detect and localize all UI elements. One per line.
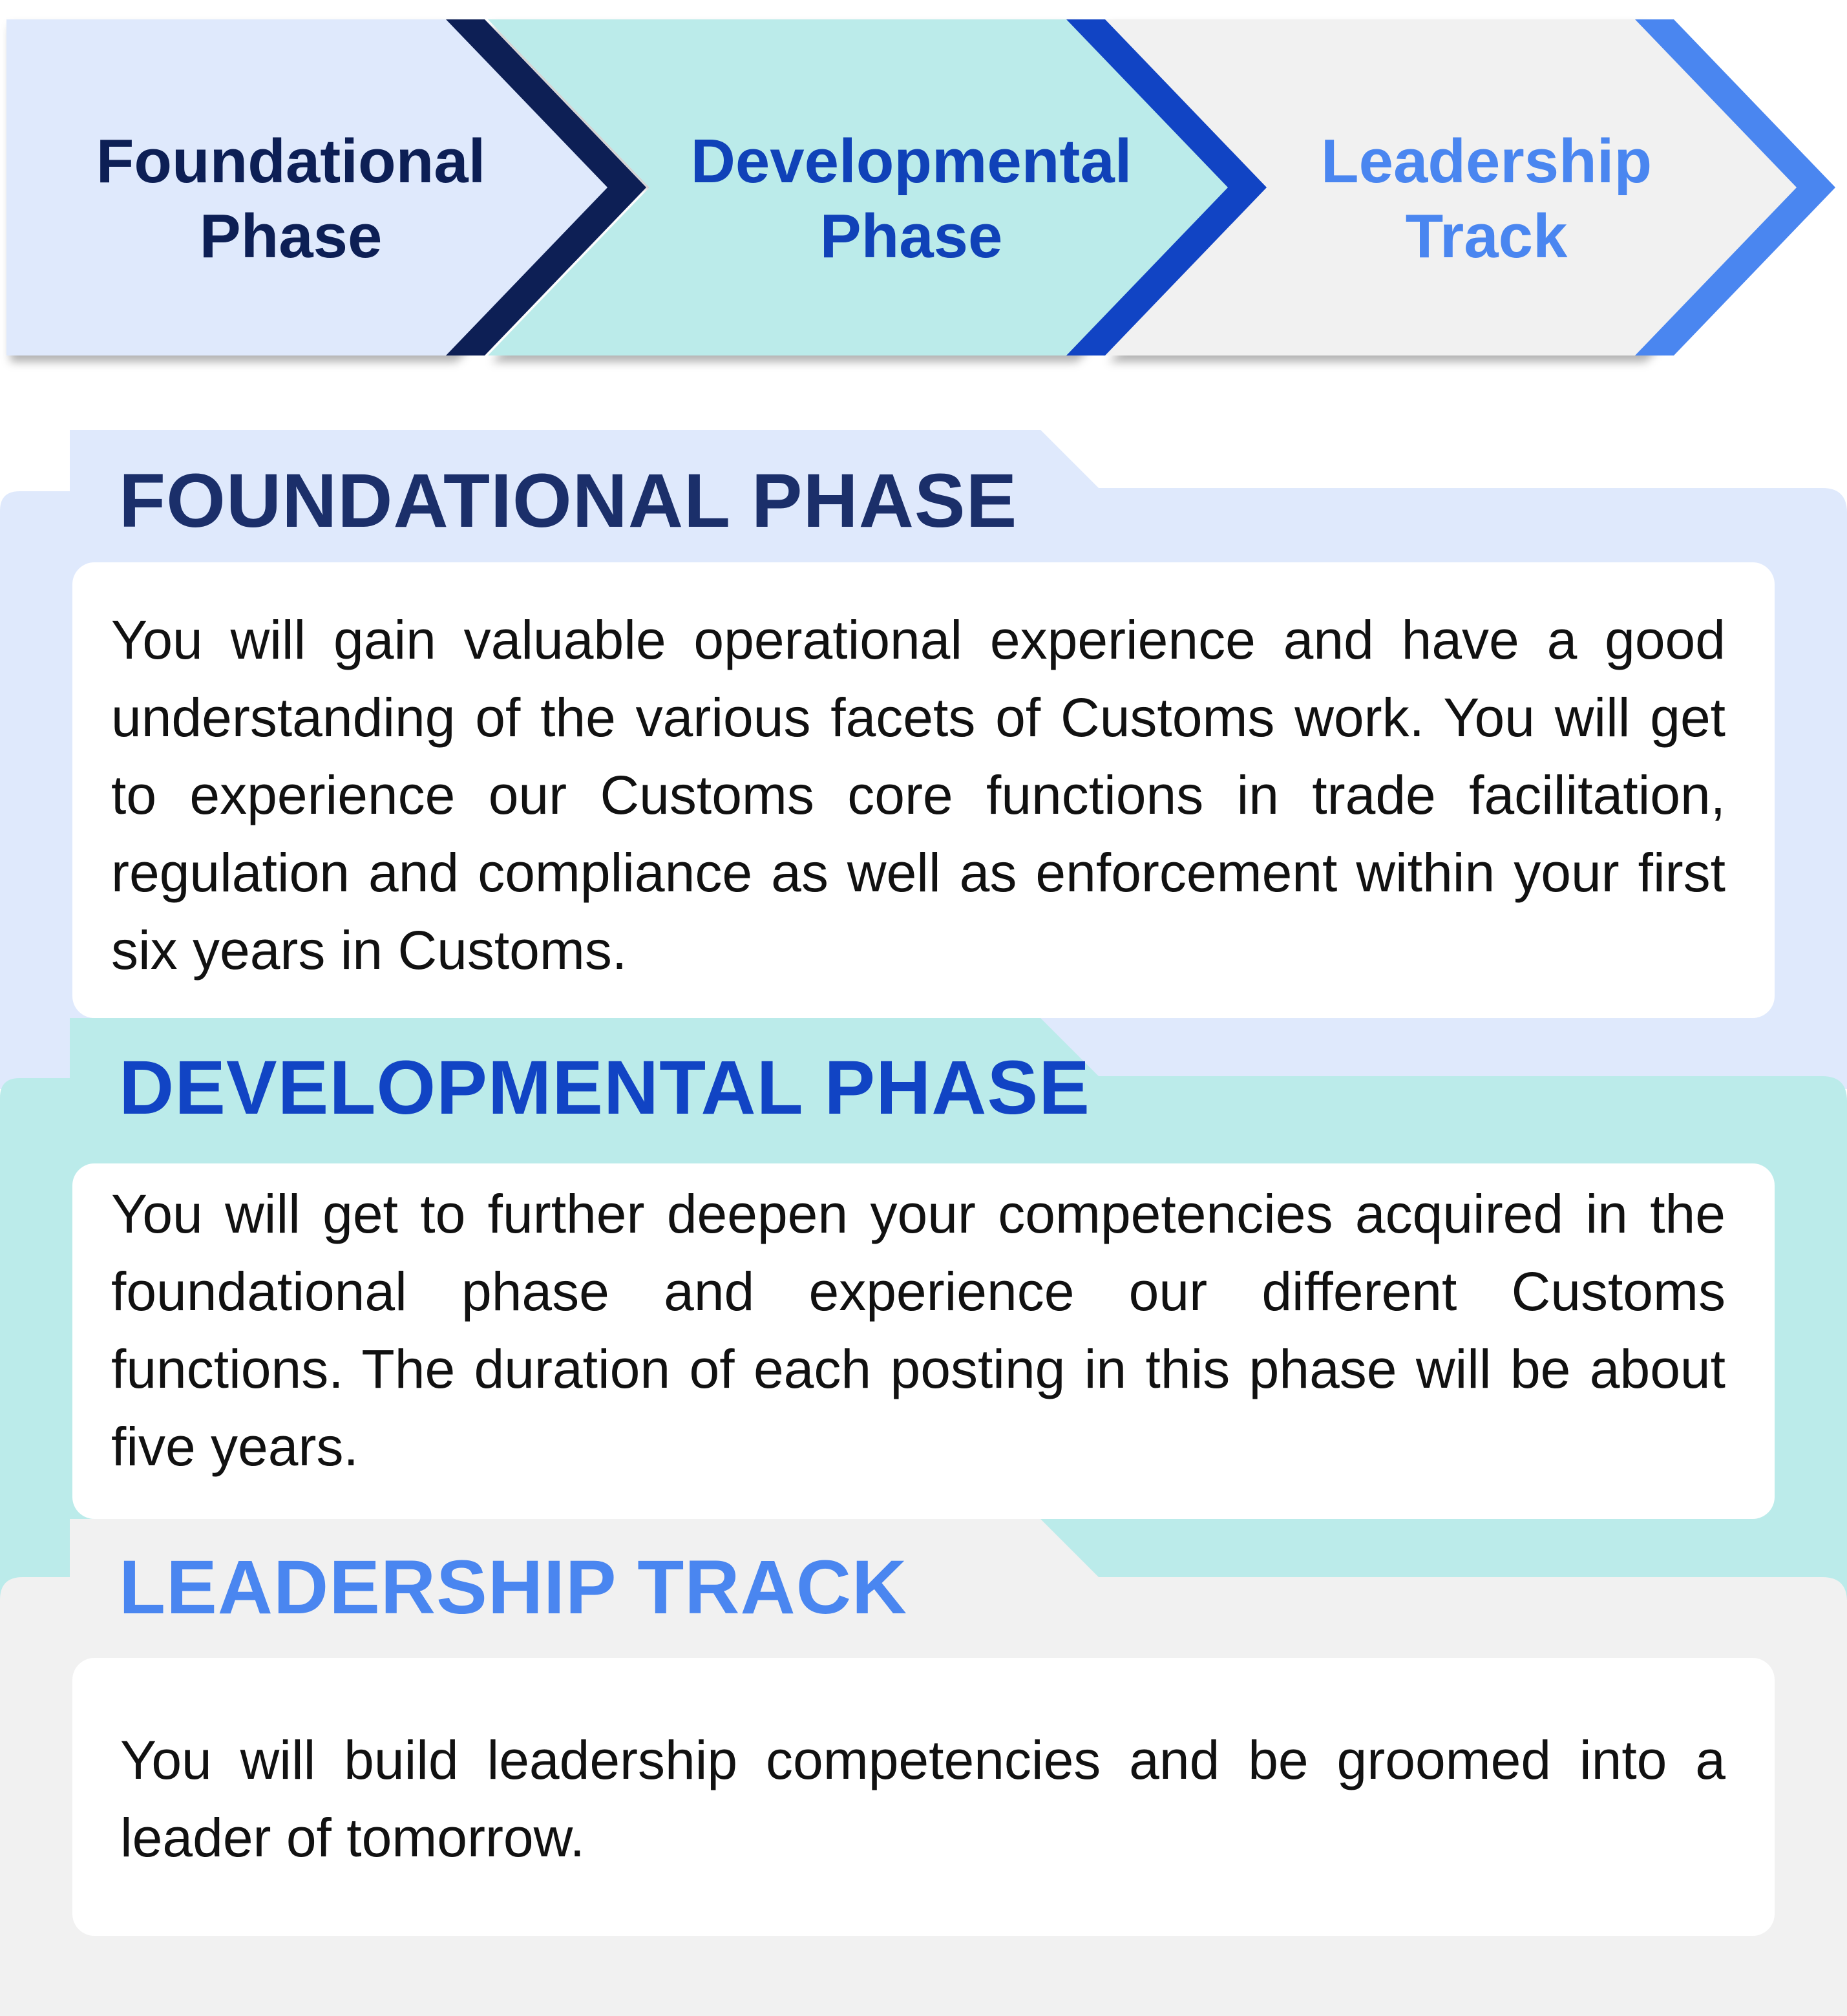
foundational-phase-card: FOUNDATIONAL PHASE You will gain valuabl…	[0, 430, 1847, 1089]
leadership-chevron-edge	[1635, 19, 1835, 355]
process-flow: Foundational Phase Developmental Phase L…	[0, 0, 1847, 375]
developmental-description: You will get to further deepen your comp…	[111, 1183, 1726, 1477]
developmental-chevron-edge	[1066, 19, 1267, 355]
developmental-phase-title: DEVELOPMENTAL PHASE	[119, 1045, 1090, 1130]
foundational-description-box: You will gain valuable operational exper…	[72, 562, 1775, 1018]
leadership-track-title: LEADERSHIP TRACK	[119, 1545, 908, 1630]
leadership-description: You will build leadership competencies a…	[120, 1730, 1726, 1868]
leadership-step-label: Leadership Track	[1215, 115, 1758, 283]
leadership-track-card: LEADERSHIP TRACK You will build leadersh…	[0, 1519, 1847, 2016]
leadership-step-fill	[1105, 19, 1803, 355]
foundational-chevron-edge	[446, 19, 646, 355]
step-label-line: Phase	[199, 202, 383, 271]
step-label-line: Track	[1405, 202, 1568, 271]
foundational-step-fill	[6, 19, 614, 355]
developmental-step-fill	[488, 19, 1234, 355]
step-label-line: Leadership	[1320, 127, 1652, 196]
leadership-description-box: You will build leadership competencies a…	[72, 1658, 1775, 1936]
foundational-step-label: Foundational Phase	[13, 115, 569, 283]
developmental-step-label: Developmental Phase	[620, 115, 1202, 283]
step-label-line: Foundational	[96, 127, 486, 196]
step-label-line: Developmental	[690, 127, 1132, 196]
developmental-phase-card: DEVELOPMENTAL PHASE You will get to furt…	[0, 1018, 1847, 1600]
step-label-line: Phase	[819, 202, 1003, 271]
developmental-description-box: You will get to further deepen your comp…	[72, 1163, 1775, 1519]
process-flow-shapes	[6, 19, 1835, 355]
foundational-phase-title: FOUNDATIONAL PHASE	[119, 458, 1018, 544]
foundational-description: You will gain valuable operational exper…	[111, 610, 1726, 981]
